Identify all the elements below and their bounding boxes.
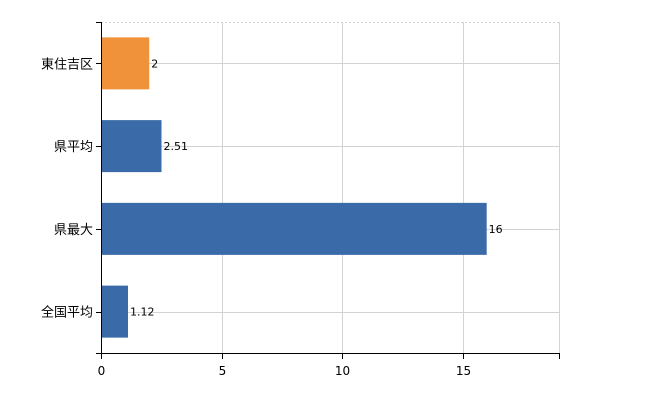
x-tick-label: 5 (219, 364, 227, 378)
grid (101, 22, 560, 353)
data-label: 2.51 (164, 140, 189, 153)
bar (101, 120, 162, 173)
bars (101, 37, 487, 338)
x-tick-label: 0 (98, 364, 106, 378)
axes (96, 22, 560, 359)
category-label: 東住吉区 (41, 56, 93, 72)
category-label: 全国平均 (41, 305, 93, 321)
data-label: 1.12 (130, 306, 155, 319)
labels: 2 東住吉区 2.51 県平均 16 県最大 1.12 全国平均 0 5 10 15 (41, 56, 503, 378)
x-tick-label: 10 (335, 364, 350, 378)
bar (101, 37, 150, 90)
data-label: 2 (151, 57, 158, 70)
bar (101, 202, 487, 255)
x-tick-label: 15 (456, 364, 471, 378)
category-label: 県最大 (54, 223, 93, 238)
data-label: 16 (489, 223, 503, 236)
category-label: 県平均 (54, 140, 93, 155)
bar (101, 285, 128, 338)
